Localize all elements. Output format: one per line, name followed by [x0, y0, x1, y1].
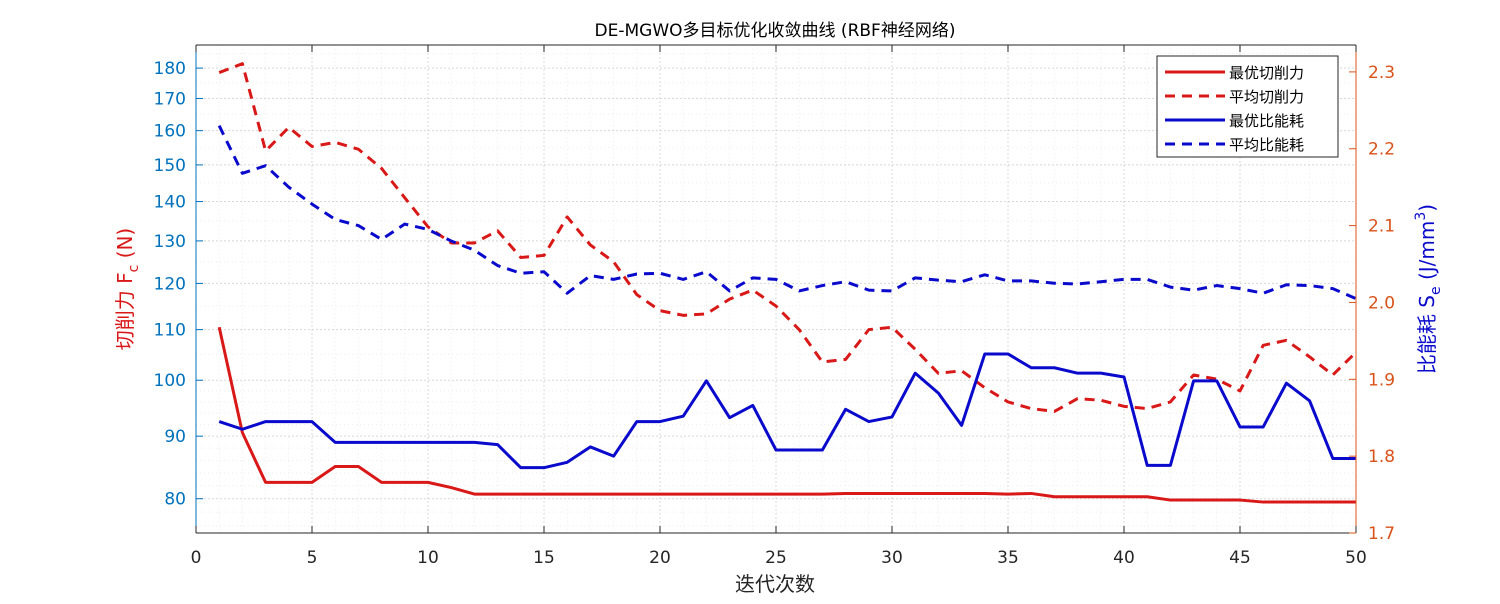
series-line-1: [217, 326, 1356, 504]
x-tick-label: 40: [1113, 548, 1135, 568]
y-left-tick-label: 90: [164, 427, 186, 447]
x-tick-label: 25: [765, 548, 787, 568]
chart-title: DE-MGWO多目标优化收敛曲线 (RBF神经网络): [595, 21, 956, 41]
series-line-2: [218, 62, 1358, 413]
y-left-tick-label: 140: [154, 193, 186, 213]
legend-label-2: 平均切削力: [1229, 88, 1304, 106]
y-right-axis-label: 比能耗 Se (J/mm3): [1413, 204, 1444, 374]
x-tick-label: 35: [997, 548, 1019, 568]
x-tick-label: 0: [191, 548, 202, 568]
y-right-tick-label: 2.0: [1368, 293, 1395, 313]
series-lines: [217, 62, 1358, 504]
x-axis-label: 迭代次数: [735, 572, 815, 596]
y-left-tick-label: 170: [154, 89, 186, 109]
series-line-3: [218, 352, 1356, 470]
y-left-tick-label: 180: [154, 59, 186, 79]
y-right-tick-label: 1.8: [1368, 447, 1395, 467]
y-left-tick-label: 110: [154, 321, 186, 341]
y-right-tick-label: 2.3: [1368, 63, 1395, 83]
x-tick-label: 10: [417, 548, 439, 568]
x-tick-label: 5: [307, 548, 318, 568]
y-left-label-unit: (N): [113, 228, 137, 265]
y-left-axis-label: 切削力 Fc (N): [113, 228, 142, 351]
x-tick-label: 20: [649, 548, 671, 568]
y-right-label-main: 比能耗 S: [1415, 295, 1439, 374]
legend-label-3: 最优比能耗: [1229, 112, 1304, 130]
x-tick-label: 45: [1229, 548, 1251, 568]
y-right-tick-label: 1.7: [1368, 524, 1395, 544]
y-right-label-close: ): [1415, 204, 1439, 212]
legend-label-1: 最优切削力: [1229, 64, 1304, 82]
axes: 0 5 10 15 20 25 30 35 40 45 50 80 90 100 110 120 130 140 1…: [154, 44, 1395, 568]
axis-labels: DE-MGWO多目标优化收敛曲线 (RBF神经网络) 迭代次数 切削力 Fc (…: [113, 21, 1444, 596]
y-right-label-sup: 3: [1413, 212, 1429, 221]
y-left-tick-label: 150: [154, 156, 186, 176]
y-left-tick-label: 80: [164, 490, 186, 510]
x-tick-label: 15: [533, 548, 555, 568]
y-right-label-sub: e: [1428, 286, 1444, 295]
grid-lines: [196, 45, 1356, 533]
y-right-tick-label: 2.1: [1368, 217, 1395, 237]
legend-label-4: 平均比能耗: [1229, 136, 1304, 154]
y-left-label-sub: c: [126, 265, 142, 273]
y-left-tick-label: 130: [154, 232, 186, 252]
series-line-4: [217, 125, 1357, 300]
y-right-tick-label: 1.9: [1368, 370, 1395, 390]
y-left-tick-label: 120: [154, 274, 186, 294]
y-right-tick-label: 2.2: [1368, 140, 1395, 160]
y-left-label-main: 切削力 F: [113, 272, 137, 350]
y-right-label-unit: (J/mm: [1415, 221, 1439, 287]
y-left-tick-label: 160: [154, 122, 186, 142]
x-tick-label: 50: [1345, 548, 1367, 568]
y-left-tick-label: 100: [154, 371, 186, 391]
x-tick-label: 30: [881, 548, 903, 568]
